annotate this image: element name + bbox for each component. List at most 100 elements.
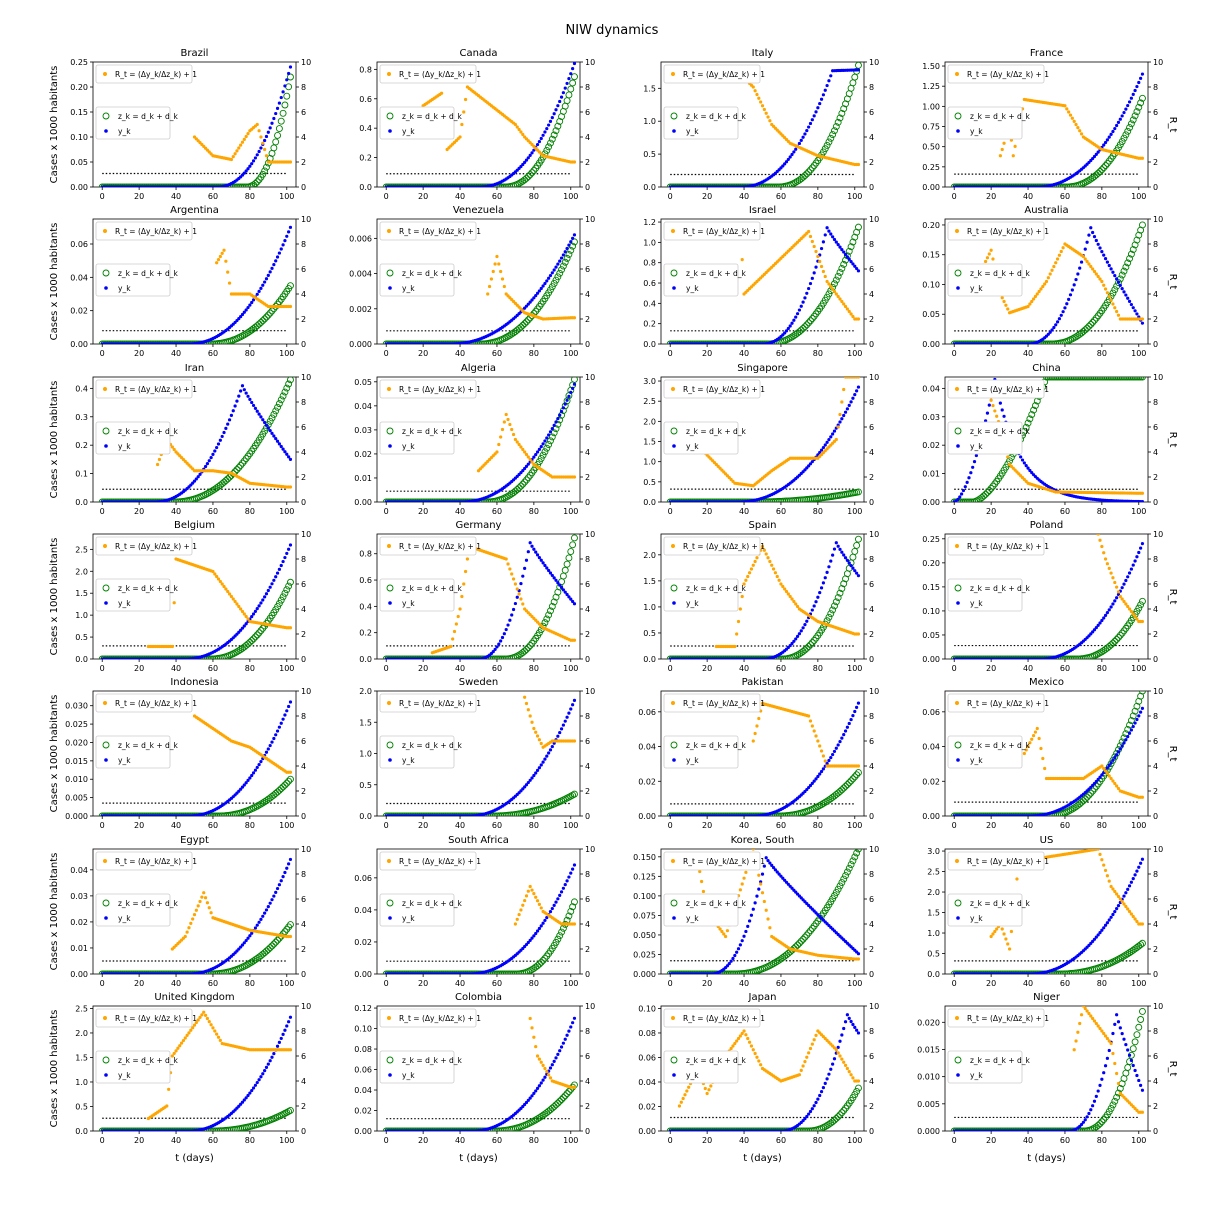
y-tick-label: 0.000 (349, 340, 372, 349)
y-tick-label: 0.4 (359, 124, 372, 133)
y-point (818, 102, 821, 105)
y-point (822, 581, 825, 584)
y-point (1111, 271, 1114, 274)
x-tick-label: 100 (279, 664, 294, 673)
y-point (973, 460, 976, 463)
rt-tick-label: 8 (1153, 398, 1158, 407)
rt-point (521, 602, 524, 605)
x-tick-label: 40 (171, 664, 181, 673)
y-point (269, 586, 272, 589)
legend-rt-marker (955, 229, 959, 233)
y-point (259, 146, 262, 149)
y-point (1135, 312, 1138, 315)
rt-point (737, 620, 740, 623)
y-point (237, 395, 240, 398)
rt-tick-label: 6 (1153, 108, 1158, 117)
y-point (270, 267, 273, 270)
y-point (805, 129, 808, 132)
y-tick-label: 0.04 (70, 273, 88, 282)
y-point (842, 414, 845, 417)
x-tick-label: 100 (847, 192, 862, 201)
rt-point (822, 270, 825, 273)
y-point (811, 277, 814, 280)
legend-rt-label: R_t = (Δy_k/Δz_k) + 1 (399, 385, 481, 394)
y-point (838, 548, 841, 551)
figure-title: NIW dynamics (566, 23, 659, 38)
rt-point (744, 579, 747, 582)
rt-tick-label: 10 (301, 530, 311, 539)
rt-point (1056, 257, 1059, 260)
y-point (811, 608, 814, 611)
y-point (1084, 248, 1087, 251)
rt-point (1109, 299, 1112, 302)
rt-point (752, 564, 755, 567)
y-point (289, 543, 292, 546)
rt-point (237, 146, 240, 149)
rt-tick-label: 0 (869, 498, 874, 507)
y-point (257, 150, 260, 153)
y-point (219, 439, 222, 442)
rt-point (1001, 296, 1004, 299)
rt-point (765, 112, 768, 115)
y-point (1071, 288, 1074, 291)
y-point (252, 159, 255, 162)
y-point (1121, 114, 1124, 117)
rt-tick-label: 0 (585, 498, 590, 507)
y-point (824, 233, 827, 236)
rt-tick-label: 4 (585, 290, 590, 299)
rt-point (505, 557, 508, 560)
rt-point (1111, 302, 1114, 305)
rt-tick-label: 4 (301, 605, 306, 614)
rt-tick-label: 2 (301, 315, 306, 324)
y-point (966, 481, 969, 484)
y-point (519, 582, 522, 585)
rt-point (1102, 284, 1105, 287)
x-tick-label: 80 (1097, 192, 1107, 201)
rt-tick-label: 6 (1153, 423, 1158, 432)
rt-axis-label: R_t (1167, 117, 1178, 133)
x-tick-label: 60 (208, 664, 218, 673)
legend-rt: R_t = (Δy_k/Δz_k) + 1 (380, 222, 481, 240)
y-point (254, 407, 257, 410)
x-tick-label: 80 (245, 664, 255, 673)
x-tick-label: 40 (455, 192, 465, 201)
y-tick-label: 0.2 (75, 441, 88, 450)
y-point (280, 247, 283, 250)
y-point (1062, 310, 1065, 313)
x-tick-label: 0 (100, 664, 105, 673)
y-point (283, 84, 286, 87)
y-point (833, 547, 836, 550)
rt-point (816, 255, 819, 258)
rt-point (1050, 269, 1053, 272)
y-point (1130, 97, 1133, 100)
y-point (248, 398, 251, 401)
y-point (1063, 306, 1066, 309)
y-point (831, 235, 834, 238)
y-point (523, 567, 526, 570)
y-point (833, 429, 836, 432)
y-point (267, 426, 270, 429)
rt-tick-label: 4 (585, 448, 590, 457)
rt-point (984, 260, 987, 263)
legend-series: z_k = d_k + d_ky_k (664, 107, 746, 139)
y-tick-label: 0.02 (922, 441, 940, 450)
legend-rt-marker (103, 229, 107, 233)
legend-rt-marker (671, 72, 675, 76)
x-tick-label: 0 (952, 349, 957, 358)
y-point (254, 610, 257, 613)
rt-point (990, 249, 993, 252)
y-point (234, 404, 237, 407)
panel-title: Italy (752, 48, 774, 59)
y-point (1106, 261, 1109, 264)
rt-point (754, 89, 757, 92)
y-point (1117, 121, 1120, 124)
y-point (848, 404, 851, 407)
legend-z-label: z_k = d_k + d_k (118, 427, 178, 436)
legend-y-label: y_k (686, 284, 699, 293)
x-tick-label: 100 (279, 192, 294, 201)
rt-tick-label: 10 (1153, 373, 1163, 382)
y-point (565, 399, 568, 402)
legend-z-label: z_k = d_k + d_k (970, 112, 1030, 121)
rt-point (573, 475, 576, 478)
x-tick-label: 80 (529, 664, 539, 673)
